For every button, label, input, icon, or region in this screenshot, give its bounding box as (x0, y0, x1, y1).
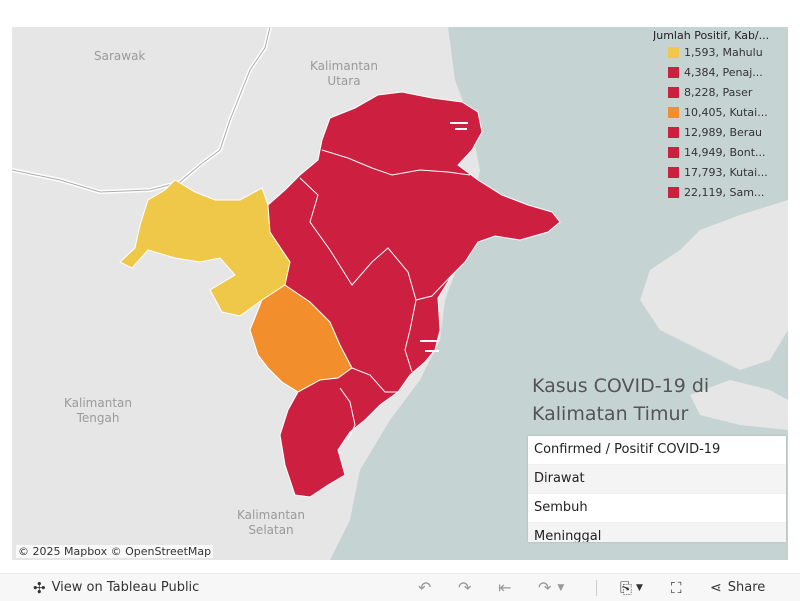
view-on-tableau-button[interactable]: ✣ View on Tableau Public (33, 574, 199, 601)
legend-swatch (668, 66, 679, 78)
legend-swatch (668, 166, 679, 178)
legend-label: 10,405, Kutai... (684, 105, 768, 119)
tableau-toolbar: ✣ View on Tableau Public ↶ ↷ ⇤ ↷ ▼ ⎘ ▼ ⛶… (0, 573, 800, 601)
download-button[interactable]: ⎘ ▼ (620, 574, 643, 601)
revert-dropdown[interactable]: ↷ ▼ (538, 574, 564, 601)
legend-item[interactable]: 17,793, Kutai... (653, 162, 788, 182)
undo-icon: ↶ (418, 578, 432, 597)
border-line-inner (12, 27, 271, 193)
label-kalimantan-tengah: Kalimantan Tengah (64, 396, 132, 425)
legend-label: 4,384, Penaj... (684, 65, 763, 79)
fullscreen-button[interactable]: ⛶ (671, 574, 682, 601)
region-mahulu[interactable] (119, 179, 291, 317)
legend-item[interactable]: 10,405, Kutai... (653, 102, 788, 122)
fullscreen-icon: ⛶ (671, 578, 682, 597)
map-svg (12, 27, 788, 560)
region-boundaries (299, 149, 471, 441)
legend-label: 12,989, Berau (684, 125, 763, 139)
label-kalimantan-selatan: Kalimantan Selatan (237, 508, 305, 537)
coastal-islands (420, 122, 468, 352)
legend-label: 17,793, Kutai... (684, 165, 768, 179)
legend-label: 1,593, Mahulu (684, 45, 763, 59)
menu-item-sembuh[interactable]: Sembuh (528, 494, 786, 523)
legend-title: Jumlah Positif, Kab/... (653, 29, 770, 42)
tableau-logo-icon: ✣ (33, 578, 46, 597)
label-sarawak: Sarawak (94, 49, 146, 63)
legend-label: 14,949, Bont... (684, 145, 766, 159)
legend-swatch (668, 106, 679, 118)
legend-swatch (668, 126, 679, 138)
share-button[interactable]: ⋖ Share (710, 574, 765, 601)
download-chevron-icon: ▼ (636, 582, 643, 593)
legend-item[interactable]: 8,228, Paser (653, 82, 788, 102)
legend-swatch (668, 86, 679, 98)
legend: Jumlah Positif, Kab/... 1,593, Mahulu 4,3… (653, 27, 788, 212)
undo-button[interactable]: ↶ (418, 574, 431, 601)
legend-label: 8,228, Paser (684, 85, 753, 99)
legend-item[interactable]: 14,949, Bont... (653, 142, 788, 162)
measure-menu: Confirmed / Positif COVID-19 Dirawat Sem… (528, 436, 786, 542)
sulawesi-land-south (690, 380, 788, 430)
revert-dropdown-icon: ↷ (538, 578, 552, 597)
menu-item-dirawat[interactable]: Dirawat (528, 465, 786, 494)
revert-button[interactable]: ⇤ (498, 574, 511, 601)
legend-item[interactable]: 1,593, Mahulu (653, 42, 788, 62)
legend-label: 22,119, Sam... (684, 185, 765, 199)
chevron-down-icon: ▼ (557, 582, 565, 593)
legend-item[interactable]: 22,119, Sam... (653, 182, 788, 202)
legend-swatch (668, 146, 679, 158)
map-attribution[interactable]: © 2025 Mapbox © OpenStreetMap (16, 545, 214, 558)
redo-icon: ↷ (458, 578, 472, 597)
legend-item[interactable]: 4,384, Penaj... (653, 62, 788, 82)
sea-area (330, 27, 788, 560)
label-kalimantan-utara: Kalimantan Utara (310, 59, 378, 88)
sulawesi-land (640, 200, 788, 370)
menu-item-meninggal[interactable]: Meninggal (528, 523, 786, 542)
map-canvas[interactable]: Sarawak Kalimantan Utara Kalimantan Teng… (12, 27, 788, 560)
menu-item-confirmed[interactable]: Confirmed / Positif COVID-19 (528, 436, 786, 465)
share-label: Share (727, 580, 766, 595)
toolbar-divider (596, 580, 597, 596)
legend-item[interactable]: 12,989, Berau (653, 122, 788, 142)
legend-swatch (668, 186, 679, 198)
map-title-line2: Kalimatan Timur (532, 403, 689, 425)
download-icon: ⎘ (620, 578, 633, 597)
map-title: Kasus COVID-19 di Kalimatan Timur (532, 372, 772, 428)
legend-swatch (668, 46, 679, 58)
redo-button[interactable]: ↷ (458, 574, 471, 601)
map-title-line1: Kasus COVID-19 di (532, 375, 710, 397)
view-on-tableau-label: View on Tableau Public (51, 580, 200, 595)
legend-items: 1,593, Mahulu 4,384, Penaj... 8,228, Paser… (653, 42, 788, 202)
share-icon: ⋖ (710, 579, 722, 596)
revert-icon: ⇤ (498, 578, 512, 597)
